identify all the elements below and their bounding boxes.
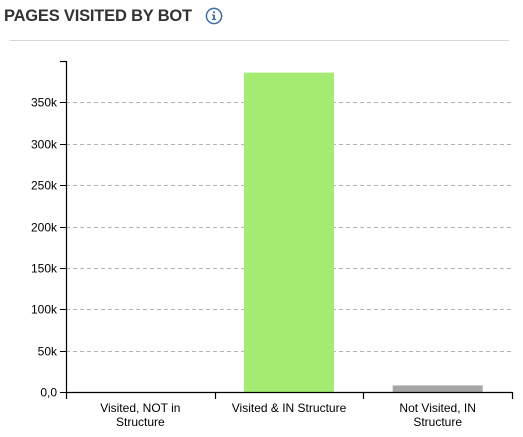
y-tick-label: 50k <box>38 345 58 359</box>
y-tick-label: 250k <box>31 179 58 193</box>
category-label: Visited & IN Structure <box>232 401 347 415</box>
chart-header: PAGES VISITED BY BOT <box>0 0 523 40</box>
y-tick-label: 300k <box>31 138 58 152</box>
y-tick-label: 350k <box>31 96 58 110</box>
category-labels: Visited, NOT in Structure Visited & IN Str… <box>100 401 476 429</box>
y-tick-label: 100k <box>31 303 58 317</box>
y-tick-labels: 0,0 50k 100k 150k 200k 250k 300k 350k <box>31 96 58 400</box>
category-label: Visited, NOT in Structure <box>100 401 180 429</box>
y-tick-label: 150k <box>31 262 58 276</box>
bar[interactable] <box>392 385 483 392</box>
bar[interactable] <box>244 72 334 392</box>
axes <box>60 60 514 399</box>
chart-title: PAGES VISITED BY BOT <box>4 7 192 25</box>
bars <box>244 72 483 392</box>
header-divider <box>10 40 509 41</box>
grid-lines <box>66 102 512 352</box>
info-icon[interactable] <box>205 7 223 25</box>
category-label: Not Visited, IN Structure <box>399 401 475 429</box>
y-tick-label: 0,0 <box>40 386 57 400</box>
y-tick-label: 200k <box>31 221 58 235</box>
